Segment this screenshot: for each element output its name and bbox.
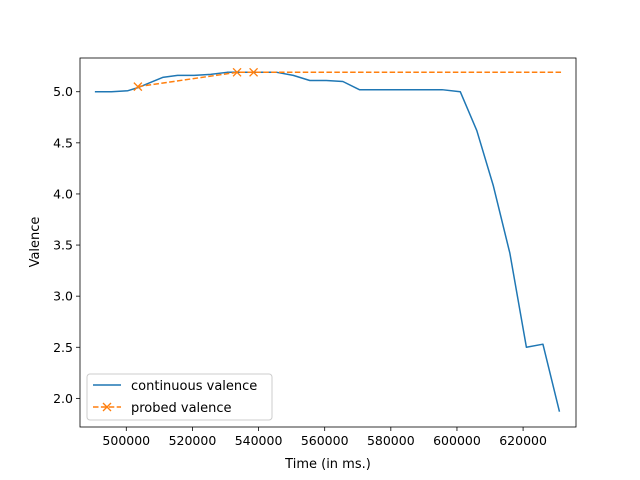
probed-valence-line xyxy=(137,71,563,88)
x-tick-label: 600000 xyxy=(433,433,481,448)
legend-box xyxy=(86,373,273,421)
y-tick-label: 4.5 xyxy=(53,135,73,150)
continuous-valence-line xyxy=(94,71,561,412)
plot-frame xyxy=(79,57,577,428)
x-tick-label: 540000 xyxy=(235,433,283,448)
y-tick-label: 3.0 xyxy=(53,289,73,304)
x-tick-label: 620000 xyxy=(499,433,547,448)
probed-valence-point xyxy=(249,67,259,77)
y-tick-label: 3.5 xyxy=(53,238,73,253)
probed-valence-point xyxy=(232,67,242,77)
x-tick-label: 580000 xyxy=(367,433,415,448)
probed-valence-point xyxy=(133,82,143,92)
x-axis-label: Time (in ms.) xyxy=(284,457,371,472)
legend-x-marker xyxy=(102,402,112,412)
legend-label-continuous: continuous valence xyxy=(131,379,257,394)
legend-label-probed: probed valence xyxy=(131,401,232,416)
y-tick-label: 4.0 xyxy=(53,186,73,201)
x-axis-ticks: 500000 520000 540000 560000 580000 600000 6200… xyxy=(102,427,547,448)
x-tick-label: 560000 xyxy=(301,433,349,448)
x-tick-label: 520000 xyxy=(169,433,217,448)
series-layer xyxy=(94,67,563,412)
y-tick-label: 2.5 xyxy=(53,340,73,355)
plot-area xyxy=(80,58,576,427)
y-axis-ticks: 2.0 2.5 3.0 3.5 4.0 4.5 5.0 xyxy=(53,84,80,406)
y-tick-label: 2.0 xyxy=(53,391,73,406)
legend: continuous valence probed valence xyxy=(86,373,273,421)
x-tick-label: 500000 xyxy=(102,433,150,448)
y-tick-label: 5.0 xyxy=(53,84,73,99)
legend-marker-probed xyxy=(102,402,112,412)
y-axis-label: Valence xyxy=(28,217,43,268)
